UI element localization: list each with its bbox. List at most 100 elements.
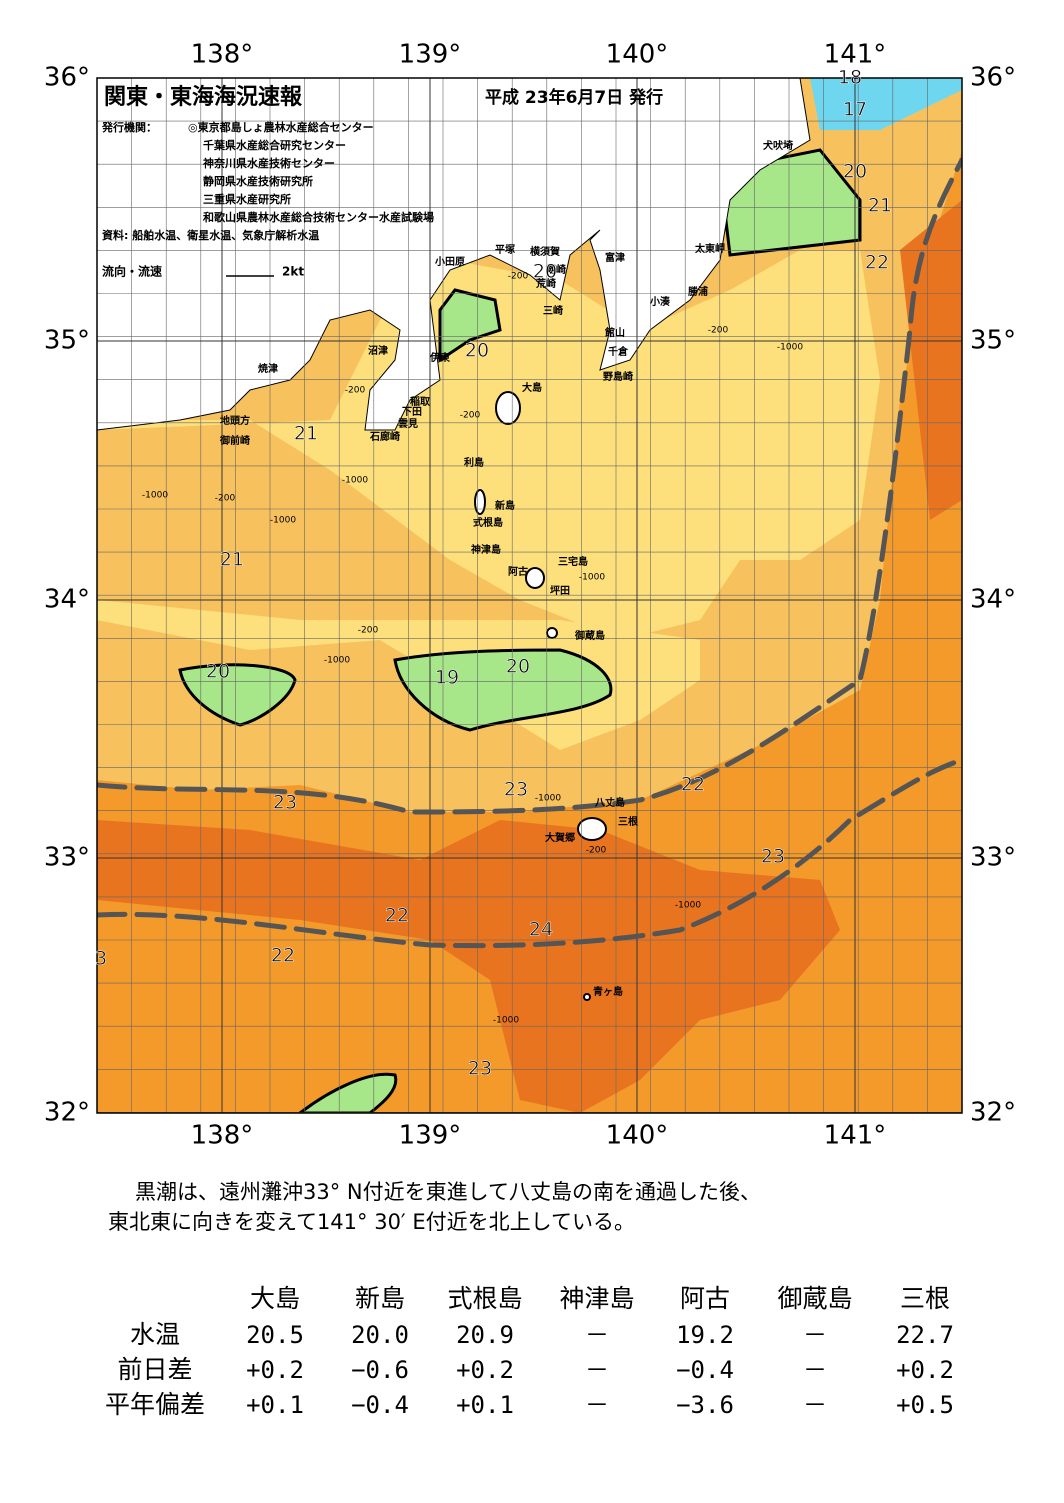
table-cell: −0.4 xyxy=(676,1356,734,1384)
contour-label: 24 xyxy=(529,919,553,941)
place-name: 平塚 xyxy=(495,243,515,256)
row-label: 平年偏差 xyxy=(105,1390,205,1419)
contour-label: 20 xyxy=(206,661,230,683)
place-name: 石廊崎 xyxy=(369,430,400,443)
place-name: 富津 xyxy=(605,251,625,264)
place-name: 剱崎 xyxy=(545,263,566,276)
issuer: 神奈川県水産技術センター xyxy=(203,156,335,170)
table-cell: － xyxy=(585,1321,609,1349)
summary-line: 黒潮は、遠州灘沖33° N付近を東進して八丈島の南を通過した後、 xyxy=(135,1180,761,1204)
table-cell: 22.7 xyxy=(896,1321,954,1349)
place-name: 勝浦 xyxy=(688,285,708,298)
lon-label: 139° xyxy=(399,40,462,70)
zone-yellow xyxy=(97,250,880,750)
depth-label: -1000 xyxy=(270,516,296,526)
table-cell: － xyxy=(803,1321,827,1349)
place-name: 野島崎 xyxy=(603,370,633,383)
depth-label: -1000 xyxy=(675,901,701,911)
depth-label: -1000 xyxy=(579,573,605,583)
island xyxy=(583,993,591,1001)
map-frame xyxy=(96,77,963,1114)
depth-label: -1000 xyxy=(324,656,350,666)
island xyxy=(474,489,486,515)
contour-label: 23 xyxy=(504,779,528,801)
depth-label: -1000 xyxy=(535,794,561,804)
place-name: 大島 xyxy=(522,381,542,394)
place-name: 太東岬 xyxy=(694,242,725,255)
table-cell: 20.0 xyxy=(351,1321,409,1349)
issuer: 和歌山県農林水産総合技術センター水産試験場 xyxy=(203,210,434,224)
lon-label: 141° xyxy=(824,1121,887,1151)
contour-label: 21 xyxy=(868,195,892,217)
contour-label: 18 xyxy=(838,67,862,89)
depth-label: -200 xyxy=(358,626,379,636)
place-name: 千倉 xyxy=(608,345,629,358)
cold-water xyxy=(810,78,962,130)
title: 関東・東海海況速報 xyxy=(104,84,303,110)
lon-label: 141° xyxy=(824,40,887,70)
depth-label: -1000 xyxy=(493,1016,519,1026)
place-name: 地頭方 xyxy=(220,414,250,427)
lat-label: 34° xyxy=(970,585,1016,615)
lon-label: 140° xyxy=(606,40,669,70)
table-cell: － xyxy=(585,1391,609,1419)
contour-label: 22 xyxy=(681,774,705,796)
table-cell: － xyxy=(803,1356,827,1384)
lon-label: 139° xyxy=(399,1121,462,1151)
depth-label: -1000 xyxy=(777,343,803,353)
contour-label: 21 xyxy=(294,423,318,445)
contour-label: 23 xyxy=(761,846,785,868)
table-cell: −0.4 xyxy=(351,1391,409,1419)
depth-label: -200 xyxy=(215,494,236,504)
contour-label: 19 xyxy=(435,667,459,689)
table-cell: +0.2 xyxy=(456,1356,514,1384)
place-name: 館山 xyxy=(604,326,625,339)
place-name: 雲見 xyxy=(398,418,418,430)
table-cell: −0.6 xyxy=(351,1356,409,1384)
table-header: 大島 xyxy=(250,1284,300,1313)
contour-label: 22 xyxy=(385,905,409,927)
row-label: 前日差 xyxy=(117,1355,192,1384)
place-name: 御前崎 xyxy=(219,434,250,447)
table-cell: +0.2 xyxy=(246,1356,304,1384)
table-cell: +0.1 xyxy=(456,1391,514,1419)
place-name: 焼津 xyxy=(258,362,278,375)
table-header: 式根島 xyxy=(447,1284,522,1313)
place-name: 阿古 xyxy=(508,565,528,578)
contour-label: 22 xyxy=(865,252,889,274)
island xyxy=(495,391,521,425)
depth-label: -200 xyxy=(586,846,607,856)
place-name: 青ヶ島 xyxy=(593,985,623,998)
issuer: 静岡県水産技術研究所 xyxy=(203,174,313,188)
place-name: 稲取 xyxy=(410,395,431,408)
depth-label: -1000 xyxy=(342,476,368,486)
map xyxy=(97,78,962,1113)
place-name: 犬吠埼 xyxy=(763,139,793,152)
place-name: 坪田 xyxy=(550,584,570,597)
summary-line: 東北東に向きを変えて141° 30′ E付近を北上している。 xyxy=(108,1210,635,1234)
issue-date: 平成 23年6月7日 発行 xyxy=(485,87,663,108)
kuroshio-edge xyxy=(97,757,962,949)
lat-label: 32° xyxy=(44,1098,90,1128)
issuer: ◎東京都島しょ農林水産総合センター xyxy=(188,120,374,134)
cold-water xyxy=(178,148,862,1113)
place-name: 横須賀 xyxy=(530,245,560,258)
table-header: 御蔵島 xyxy=(777,1284,852,1313)
lat-label: 32° xyxy=(970,1098,1016,1128)
row-label: 水温 xyxy=(130,1320,180,1349)
place-name: 御蔵島 xyxy=(574,629,605,642)
contour-label: 20 xyxy=(506,656,530,678)
lon-label: 138° xyxy=(191,1121,254,1151)
contour-label: 20 xyxy=(465,340,489,362)
place-name: 三宅島 xyxy=(558,555,588,568)
table-header: 阿古 xyxy=(680,1284,730,1313)
contour-label: 17 xyxy=(843,99,867,121)
table-cell: +0.5 xyxy=(896,1391,954,1419)
lon-label: 138° xyxy=(191,40,254,70)
depth-label: -200 xyxy=(460,411,481,421)
lon-label: 140° xyxy=(606,1121,669,1151)
lat-label: 33° xyxy=(970,843,1016,873)
lat-label: 34° xyxy=(44,585,90,615)
legend-label: 流向・流速 xyxy=(102,264,162,279)
place-name: 大賀郷 xyxy=(545,831,575,844)
